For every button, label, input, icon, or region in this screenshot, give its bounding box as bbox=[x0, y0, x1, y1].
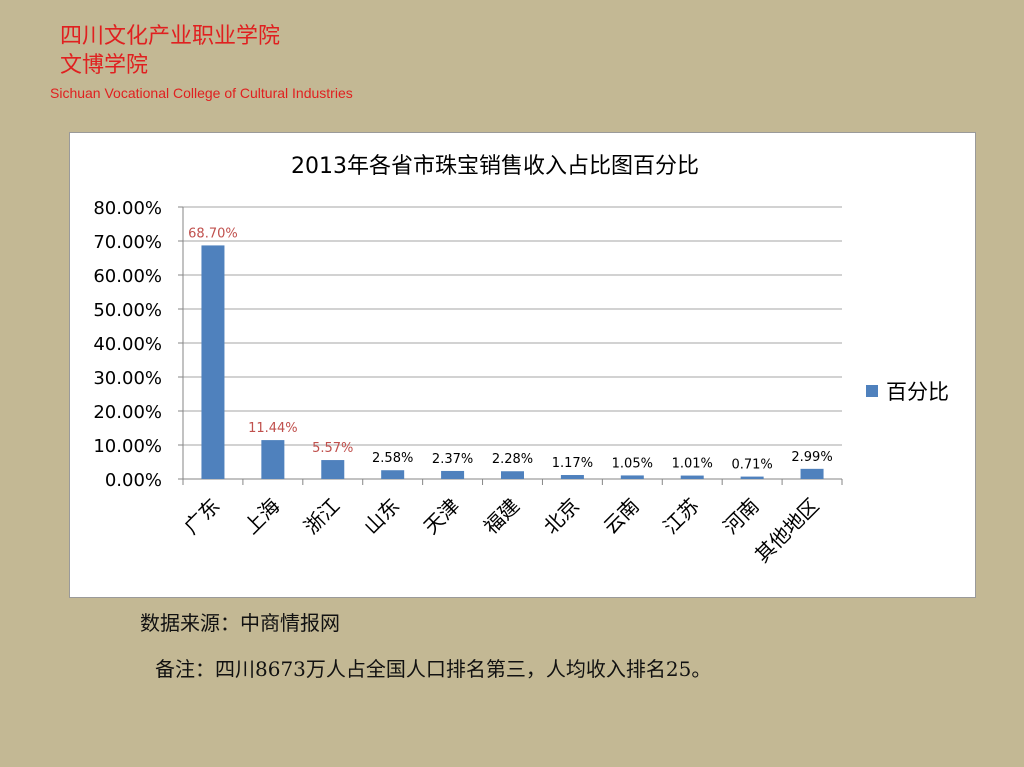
x-tick-label: 广东 bbox=[179, 494, 224, 539]
data-label: 2.37% bbox=[432, 452, 473, 467]
bar bbox=[381, 470, 405, 479]
x-tick-label: 其他地区 bbox=[750, 494, 824, 568]
x-tick-label: 山东 bbox=[359, 494, 404, 539]
bar bbox=[620, 475, 644, 479]
x-tick-label: 云南 bbox=[599, 494, 644, 539]
x-tick-label: 天津 bbox=[419, 494, 464, 539]
data-label: 68.70% bbox=[188, 226, 238, 241]
bar bbox=[740, 476, 764, 479]
y-tick-label: 80.00% bbox=[93, 198, 162, 219]
x-tick-label: 福建 bbox=[479, 494, 524, 539]
y-tick-label: 0.00% bbox=[105, 470, 162, 491]
college-name-cn: 四川文化产业职业学院 bbox=[60, 24, 281, 49]
bar bbox=[680, 475, 704, 479]
bar bbox=[501, 471, 524, 479]
y-tick-label: 40.00% bbox=[93, 334, 162, 355]
legend-label: 百分比 bbox=[886, 380, 949, 404]
y-tick-label: 50.00% bbox=[93, 300, 162, 321]
legend-swatch bbox=[866, 385, 878, 397]
y-tick-label: 10.00% bbox=[93, 436, 162, 457]
data-label: 1.05% bbox=[612, 456, 653, 471]
department-name-cn: 文博学院 bbox=[60, 53, 149, 78]
x-tick-label: 北京 bbox=[539, 494, 584, 539]
data-label: 2.28% bbox=[492, 452, 533, 467]
data-label: 2.99% bbox=[791, 450, 832, 465]
y-tick-label: 30.00% bbox=[93, 368, 162, 389]
y-tick-label: 20.00% bbox=[93, 402, 162, 423]
bar bbox=[261, 440, 285, 479]
bar bbox=[560, 475, 584, 479]
data-label: 2.58% bbox=[372, 451, 413, 466]
chart-title: 2013年各省市珠宝销售收入占比图百分比 bbox=[291, 154, 699, 179]
bar bbox=[321, 460, 345, 479]
chart-panel: 2013年各省市珠宝销售收入占比图百分比 0.00% 10.00% 20.00% 30… bbox=[69, 132, 976, 598]
data-label: 1.01% bbox=[672, 457, 713, 472]
x-tick-label: 上海 bbox=[239, 494, 284, 539]
remark-note: 备注：四川8673万人占全国人口排名第三，人均收入排名25。 bbox=[155, 657, 712, 681]
y-tick-label: 60.00% bbox=[93, 266, 162, 287]
data-label: 1.17% bbox=[552, 456, 593, 471]
bar bbox=[800, 468, 824, 479]
bar bbox=[441, 470, 465, 479]
data-label: 5.57% bbox=[312, 441, 353, 456]
bar-chart: 2013年各省市珠宝销售收入占比图百分比 0.00% 10.00% 20.00% 30… bbox=[93, 154, 949, 568]
y-tick-label: 70.00% bbox=[93, 232, 162, 253]
data-source-note: 数据来源：中商情报网 bbox=[140, 611, 340, 635]
college-name-en: Sichuan Vocational College of Cultural I… bbox=[50, 85, 353, 101]
data-label: 11.44% bbox=[248, 421, 298, 436]
x-tick-label: 江苏 bbox=[659, 494, 704, 539]
data-label: 0.71% bbox=[731, 458, 772, 473]
bar bbox=[201, 245, 225, 479]
x-tick-label: 河南 bbox=[718, 494, 763, 539]
x-tick-label: 浙江 bbox=[299, 494, 344, 539]
